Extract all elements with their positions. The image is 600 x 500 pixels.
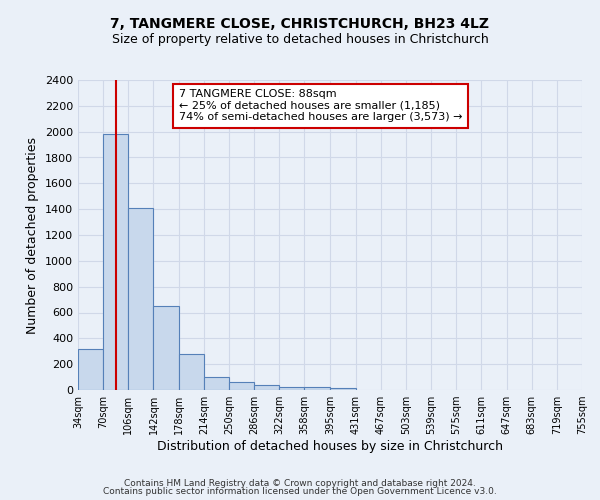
Bar bbox=[128, 208, 154, 390]
Bar bbox=[254, 385, 280, 390]
Bar bbox=[154, 306, 179, 390]
Bar bbox=[229, 382, 254, 390]
Text: 7 TANGMERE CLOSE: 88sqm
← 25% of detached houses are smaller (1,185)
74% of semi: 7 TANGMERE CLOSE: 88sqm ← 25% of detache… bbox=[179, 90, 463, 122]
Bar bbox=[179, 354, 204, 390]
Text: Size of property relative to detached houses in Christchurch: Size of property relative to detached ho… bbox=[112, 32, 488, 46]
Text: Contains HM Land Registry data © Crown copyright and database right 2024.: Contains HM Land Registry data © Crown c… bbox=[124, 478, 476, 488]
Bar bbox=[78, 348, 103, 390]
Text: Contains public sector information licensed under the Open Government Licence v3: Contains public sector information licen… bbox=[103, 487, 497, 496]
Bar bbox=[331, 388, 356, 390]
X-axis label: Distribution of detached houses by size in Christchurch: Distribution of detached houses by size … bbox=[157, 440, 503, 453]
Text: 7, TANGMERE CLOSE, CHRISTCHURCH, BH23 4LZ: 7, TANGMERE CLOSE, CHRISTCHURCH, BH23 4L… bbox=[110, 18, 490, 32]
Bar bbox=[103, 134, 128, 390]
Y-axis label: Number of detached properties: Number of detached properties bbox=[26, 136, 40, 334]
Bar bbox=[304, 388, 329, 390]
Bar bbox=[204, 377, 229, 390]
Bar bbox=[280, 387, 304, 390]
